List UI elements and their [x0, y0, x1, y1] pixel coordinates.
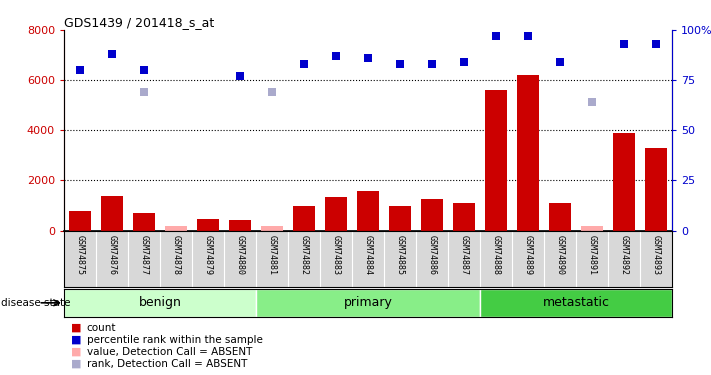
Text: GSM74892: GSM74892: [619, 235, 629, 275]
Text: GSM74878: GSM74878: [171, 235, 181, 275]
Bar: [581, 226, 603, 231]
Bar: [453, 203, 475, 231]
Bar: [421, 199, 443, 231]
Text: disease state: disease state: [1, 298, 71, 308]
Bar: [293, 206, 315, 231]
Text: GSM74881: GSM74881: [267, 235, 277, 275]
Text: GSM74880: GSM74880: [235, 235, 245, 275]
Bar: [197, 219, 219, 231]
Bar: [229, 220, 251, 231]
Bar: [325, 197, 347, 231]
Text: value, Detection Call = ABSENT: value, Detection Call = ABSENT: [87, 347, 252, 357]
Bar: [613, 133, 635, 231]
Text: benign: benign: [139, 296, 181, 309]
Text: GSM74888: GSM74888: [491, 235, 501, 275]
Text: count: count: [87, 323, 116, 333]
Text: ■: ■: [71, 335, 82, 345]
Text: GSM74891: GSM74891: [587, 235, 597, 275]
Text: ■: ■: [71, 359, 82, 369]
Text: GSM74890: GSM74890: [555, 235, 565, 275]
Text: primary: primary: [343, 296, 392, 309]
Bar: [357, 190, 379, 231]
Bar: [485, 90, 507, 231]
Bar: [101, 195, 123, 231]
Bar: [133, 213, 155, 231]
Text: ■: ■: [71, 323, 82, 333]
Text: GDS1439 / 201418_s_at: GDS1439 / 201418_s_at: [64, 16, 214, 29]
Text: metastatic: metastatic: [542, 296, 609, 309]
Text: ■: ■: [71, 347, 82, 357]
Text: GSM74877: GSM74877: [139, 235, 149, 275]
Bar: [549, 203, 571, 231]
Bar: [64, 289, 256, 317]
Text: percentile rank within the sample: percentile rank within the sample: [87, 335, 262, 345]
Text: GSM74889: GSM74889: [523, 235, 533, 275]
Text: GSM74879: GSM74879: [203, 235, 213, 275]
Text: GSM74883: GSM74883: [331, 235, 341, 275]
Bar: [256, 289, 480, 317]
Text: rank, Detection Call = ABSENT: rank, Detection Call = ABSENT: [87, 359, 247, 369]
Bar: [69, 211, 91, 231]
Bar: [165, 226, 187, 231]
Text: GSM74876: GSM74876: [107, 235, 117, 275]
Bar: [480, 289, 672, 317]
Bar: [645, 148, 667, 231]
Bar: [517, 75, 539, 231]
Text: GSM74882: GSM74882: [299, 235, 309, 275]
Text: GSM74887: GSM74887: [459, 235, 469, 275]
Text: GSM74875: GSM74875: [75, 235, 85, 275]
Bar: [389, 206, 411, 231]
Text: GSM74886: GSM74886: [427, 235, 437, 275]
Text: GSM74885: GSM74885: [395, 235, 405, 275]
Bar: [261, 226, 283, 231]
Text: GSM74893: GSM74893: [651, 235, 661, 275]
Text: GSM74884: GSM74884: [363, 235, 373, 275]
